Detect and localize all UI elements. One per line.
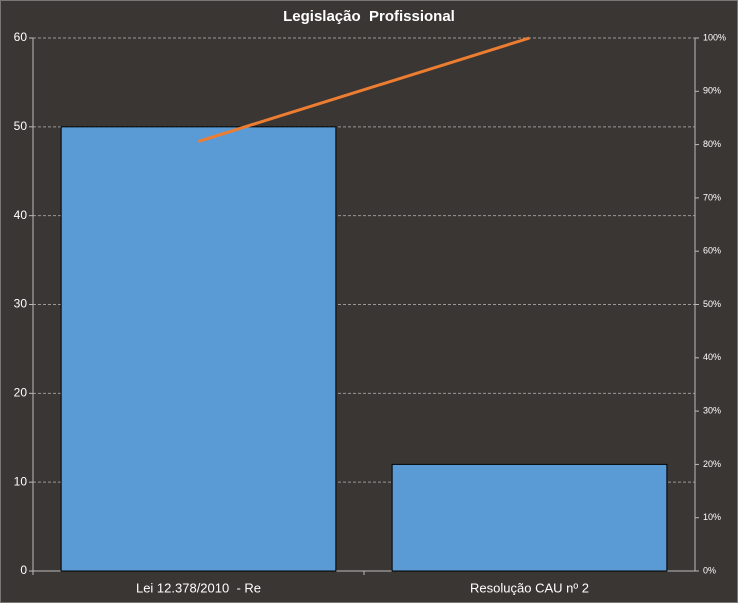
y2-tick-label: 70% [703,192,721,202]
y-tick-label: 10 [14,474,28,488]
y2-tick-label: 20% [703,459,721,469]
y2-tick-label: 90% [703,86,721,96]
y2-tick-label: 50% [703,299,721,309]
y-tick-label: 20 [14,386,28,400]
x-tick-label: Resolução CAU nº 2 [470,580,589,595]
cumulative-line [198,36,530,143]
y2-tick-label: 40% [703,352,721,362]
y-tick-label: 30 [14,297,28,311]
bar [391,463,668,572]
y2-tick-label: 30% [703,405,721,415]
y2-tick-label: 100% [703,32,726,42]
bar [60,126,337,572]
y2-tick-label: 80% [703,139,721,149]
y-tick-label: 0 [20,563,27,577]
y2-tick-label: 10% [703,512,721,522]
y2-tick-label: 60% [703,246,721,256]
y2-tick-label: 0% [703,565,716,575]
chart-title: Legislação Profissional [283,8,455,25]
y-tick-label: 60 [14,30,28,44]
x-tick-label: Lei 12.378/2010 - Re [136,580,261,595]
y-tick-label: 40 [14,208,28,222]
y-tick-label: 50 [14,119,28,133]
